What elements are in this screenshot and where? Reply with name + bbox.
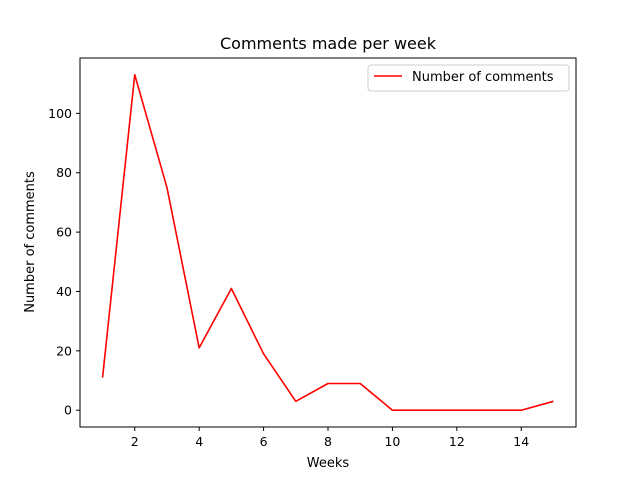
y-tick-label: 0 xyxy=(64,403,72,418)
x-axis-label: Weeks xyxy=(307,456,350,471)
x-tick-label: 2 xyxy=(131,434,139,449)
x-tick-label: 8 xyxy=(324,434,332,449)
x-tick-label: 14 xyxy=(513,434,529,449)
x-tick-label: 6 xyxy=(260,434,268,449)
y-axis-ticks: 0 20 40 60 80 100 xyxy=(48,106,80,418)
y-axis-label: Number of comments xyxy=(23,171,38,313)
y-tick-label: 60 xyxy=(56,225,72,240)
x-axis-ticks: 2 4 6 8 10 12 14 xyxy=(131,427,529,449)
y-tick-label: 20 xyxy=(56,343,72,358)
x-tick-label: 12 xyxy=(449,434,465,449)
x-tick-label: 4 xyxy=(195,434,203,449)
y-tick-label: 100 xyxy=(48,106,72,121)
x-tick-label: 10 xyxy=(384,434,400,449)
y-tick-label: 40 xyxy=(56,284,72,299)
chart-title: Comments made per week xyxy=(220,34,437,53)
legend: Number of comments xyxy=(367,64,570,92)
series-line-number-of-comments xyxy=(101,73,554,412)
legend-label-number-of-comments: Number of comments xyxy=(412,70,554,85)
series-layer xyxy=(101,73,554,412)
y-tick-label: 80 xyxy=(56,165,72,180)
legend-box xyxy=(367,64,570,92)
